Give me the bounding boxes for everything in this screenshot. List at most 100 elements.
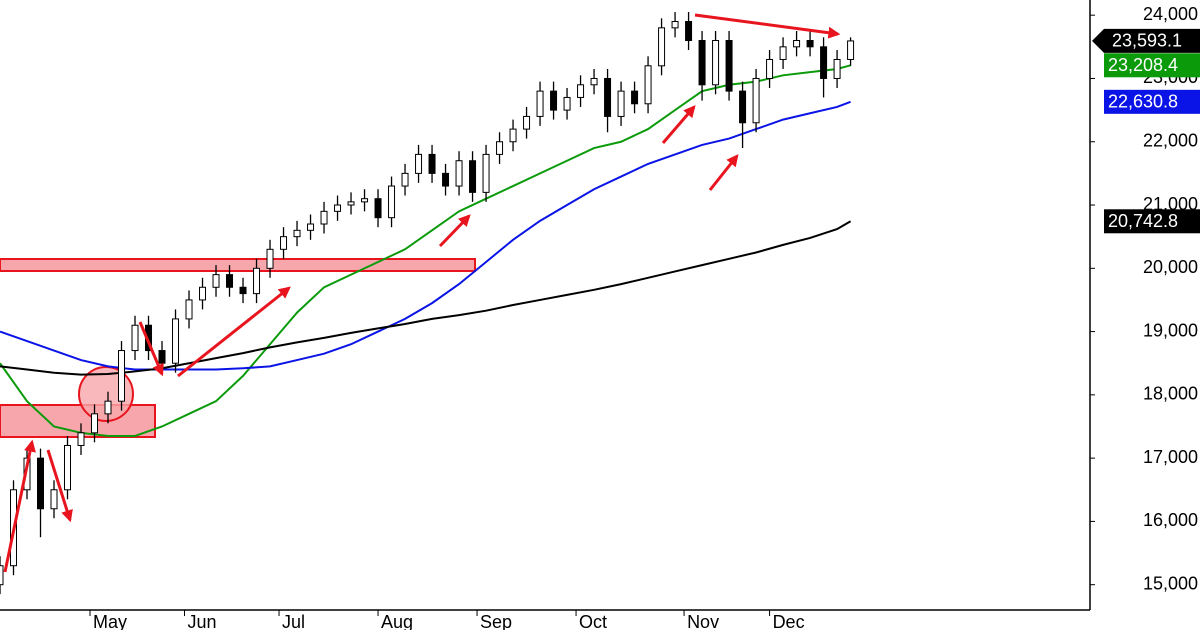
ma-value-box [1104,89,1200,114]
candle-body [118,350,126,402]
x-tick-label: Aug [381,612,413,630]
candle-body [334,204,342,212]
candle-body [820,46,828,79]
candle-body [226,274,234,288]
candle-body [158,350,166,364]
candle-body [631,90,639,105]
arrow [661,105,696,144]
candle-body [523,115,531,130]
y-tick-label: 15,000 [1143,573,1198,593]
candle-body [91,413,99,434]
resistance-zone [0,258,476,272]
candle-body [671,21,679,29]
candle-body [766,58,774,79]
candle-body [280,236,288,250]
candle-body [590,77,598,86]
last-price-label: 23,593.1 [1112,31,1182,51]
ma-value-label: 22,630.8 [1108,92,1178,112]
candle-body [442,172,450,187]
y-tick-label: 18,000 [1143,384,1198,404]
candle-body [482,153,490,193]
candle-body [388,185,396,219]
candle-body [266,248,274,269]
candle-body [307,223,315,231]
candle-body [253,267,261,295]
x-tick-label: Oct [579,612,607,630]
candle-body [509,128,517,143]
last-price-box [1092,28,1200,53]
candle-body [212,274,220,288]
candle-body [752,77,760,124]
candle-body [199,286,207,301]
candle-body [698,39,706,86]
candle-body [644,65,652,105]
candle-body [604,77,612,117]
candle-body [185,299,193,320]
moving-average [0,220,852,376]
axis-labels: 15,000 16,000 17,000 18,000 19,000 20,000 21,0… [89,4,1200,630]
x-tick-label: Nov [687,612,719,630]
candle-body [685,21,693,41]
arrow [46,449,73,523]
arrow [708,154,739,191]
candle-body [361,198,369,203]
y-tick-label: 16,000 [1143,510,1198,530]
candle-body [77,432,85,446]
ma-value-box [1104,53,1200,78]
candle-body [347,201,355,206]
candle-body [550,90,558,111]
candle-body [712,39,720,86]
candle-body [401,172,409,187]
ma-value-label: 20,742.8 [1108,211,1178,231]
x-tick-label: Sep [480,612,512,630]
candle-body [320,210,328,225]
moving-average [0,64,851,437]
candle-body [725,39,733,92]
candle-body [806,39,814,48]
arrows [3,13,841,573]
candle-body [374,198,382,219]
candle-body [37,457,45,510]
ma-value-label: 23,208.4 [1108,55,1178,75]
arrow [3,439,36,573]
candle-body [415,153,423,174]
candle-body [455,160,463,187]
arrow [694,13,841,39]
candle-body [0,565,4,586]
candle-body [847,40,855,60]
ma-value-box [1104,209,1200,234]
x-tick-label: Dec [773,612,805,630]
candle-body [833,58,841,79]
candle-body [428,153,436,174]
candle-body [239,286,247,295]
candle-body [779,46,787,60]
y-tick-label: 17,000 [1143,447,1198,467]
x-tick-label: Jul [282,612,305,630]
candle-body [104,400,112,415]
candle-body [617,90,625,117]
candle-body [577,84,585,98]
candle-body [131,324,139,352]
arrow [138,321,164,377]
x-tick-label: May [93,612,127,630]
x-tick-label: Jun [188,612,217,630]
y-tick-label: 22,000 [1143,130,1198,150]
plot [0,12,855,595]
candle-body [536,90,544,117]
candle-body [293,229,301,238]
candle-body [793,39,801,48]
y-tick-label: 21,000 [1143,194,1198,214]
candle-body [64,444,72,491]
arrow [177,286,291,378]
y-tick-label: 24,000 [1143,4,1198,24]
candle-body [50,489,58,510]
candle-body [496,141,504,155]
candle-body [739,90,747,124]
candle-body [658,27,666,67]
arrow [438,214,471,248]
y-tick-label: 19,000 [1143,320,1198,340]
candle-body [469,160,477,193]
y-tick-label: 20,000 [1143,257,1198,277]
